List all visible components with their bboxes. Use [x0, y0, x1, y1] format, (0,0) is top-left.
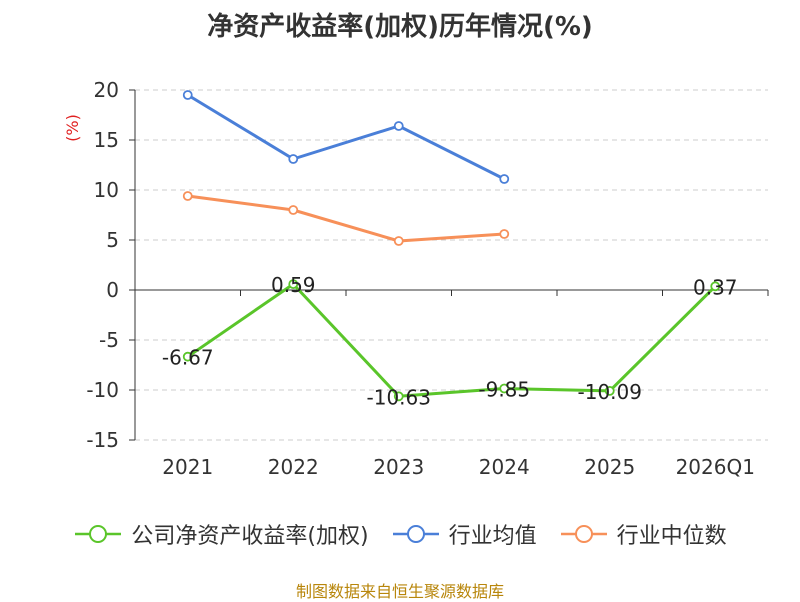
data-label: -10.63 — [367, 385, 431, 409]
data-point — [182, 351, 193, 362]
legend-swatch-industry-median — [560, 525, 607, 543]
data-point — [499, 174, 510, 184]
x-tick-label: 2023 — [373, 455, 424, 479]
data-label: -9.85 — [478, 378, 530, 402]
data-label: -6.67 — [162, 346, 214, 370]
data-point — [393, 236, 404, 246]
x-tick-label: 2024 — [479, 455, 530, 479]
chart-title: 净资产收益率(加权)历年情况(%) — [207, 12, 593, 42]
data-source-note: 制图数据来自恒生聚源数据库 — [295, 582, 504, 601]
legend-swatch-industry-mean — [392, 525, 439, 543]
data-point — [710, 281, 721, 292]
y-tick-label: 10 — [94, 178, 119, 202]
series-line — [187, 194, 505, 243]
legend-item-industry-median[interactable]: 行业中位数 — [559, 518, 727, 550]
data-label: -10.09 — [578, 380, 642, 404]
data-point — [499, 229, 510, 239]
y-axis-label: (%) — [63, 114, 82, 142]
legend-label-company-roe: 公司净资产收益率(加权) — [131, 524, 369, 549]
data-point — [182, 90, 193, 100]
legend-swatch-company-roe — [75, 525, 122, 543]
y-tick-label: -10 — [86, 378, 119, 402]
legend-label-industry-mean: 行业均值 — [448, 524, 537, 549]
series-line — [186, 282, 717, 398]
x-tick-label: 2026Q1 — [676, 455, 755, 479]
data-point — [393, 391, 404, 402]
chart-legend: 公司净资产收益率(加权) 行业均值 行业中位数 — [0, 518, 800, 550]
data-point — [182, 191, 193, 201]
y-tick-label: -5 — [99, 328, 119, 352]
legend-item-company-roe[interactable]: 公司净资产收益率(加权) — [73, 518, 369, 550]
x-tick-label: 2021 — [162, 455, 213, 479]
data-label: 0.37 — [693, 275, 738, 299]
y-tick-label: 5 — [106, 228, 119, 252]
y-tick-label: 0 — [106, 278, 119, 302]
x-tick-label: 2025 — [584, 455, 635, 479]
data-label: 0.59 — [271, 273, 316, 297]
series-line — [186, 93, 505, 181]
y-tick-label: -15 — [86, 428, 119, 452]
x-tick-label: 2022 — [268, 455, 319, 479]
legend-item-industry-mean[interactable]: 行业均值 — [391, 518, 537, 550]
y-tick-label: 20 — [94, 78, 119, 102]
data-point — [288, 205, 299, 215]
legend-label-industry-median: 行业中位数 — [616, 524, 727, 549]
data-point — [604, 385, 615, 396]
data-point — [288, 279, 299, 290]
data-point — [499, 383, 510, 394]
y-tick-label: 15 — [94, 128, 119, 152]
data-point — [288, 154, 299, 164]
data-point — [393, 121, 404, 131]
